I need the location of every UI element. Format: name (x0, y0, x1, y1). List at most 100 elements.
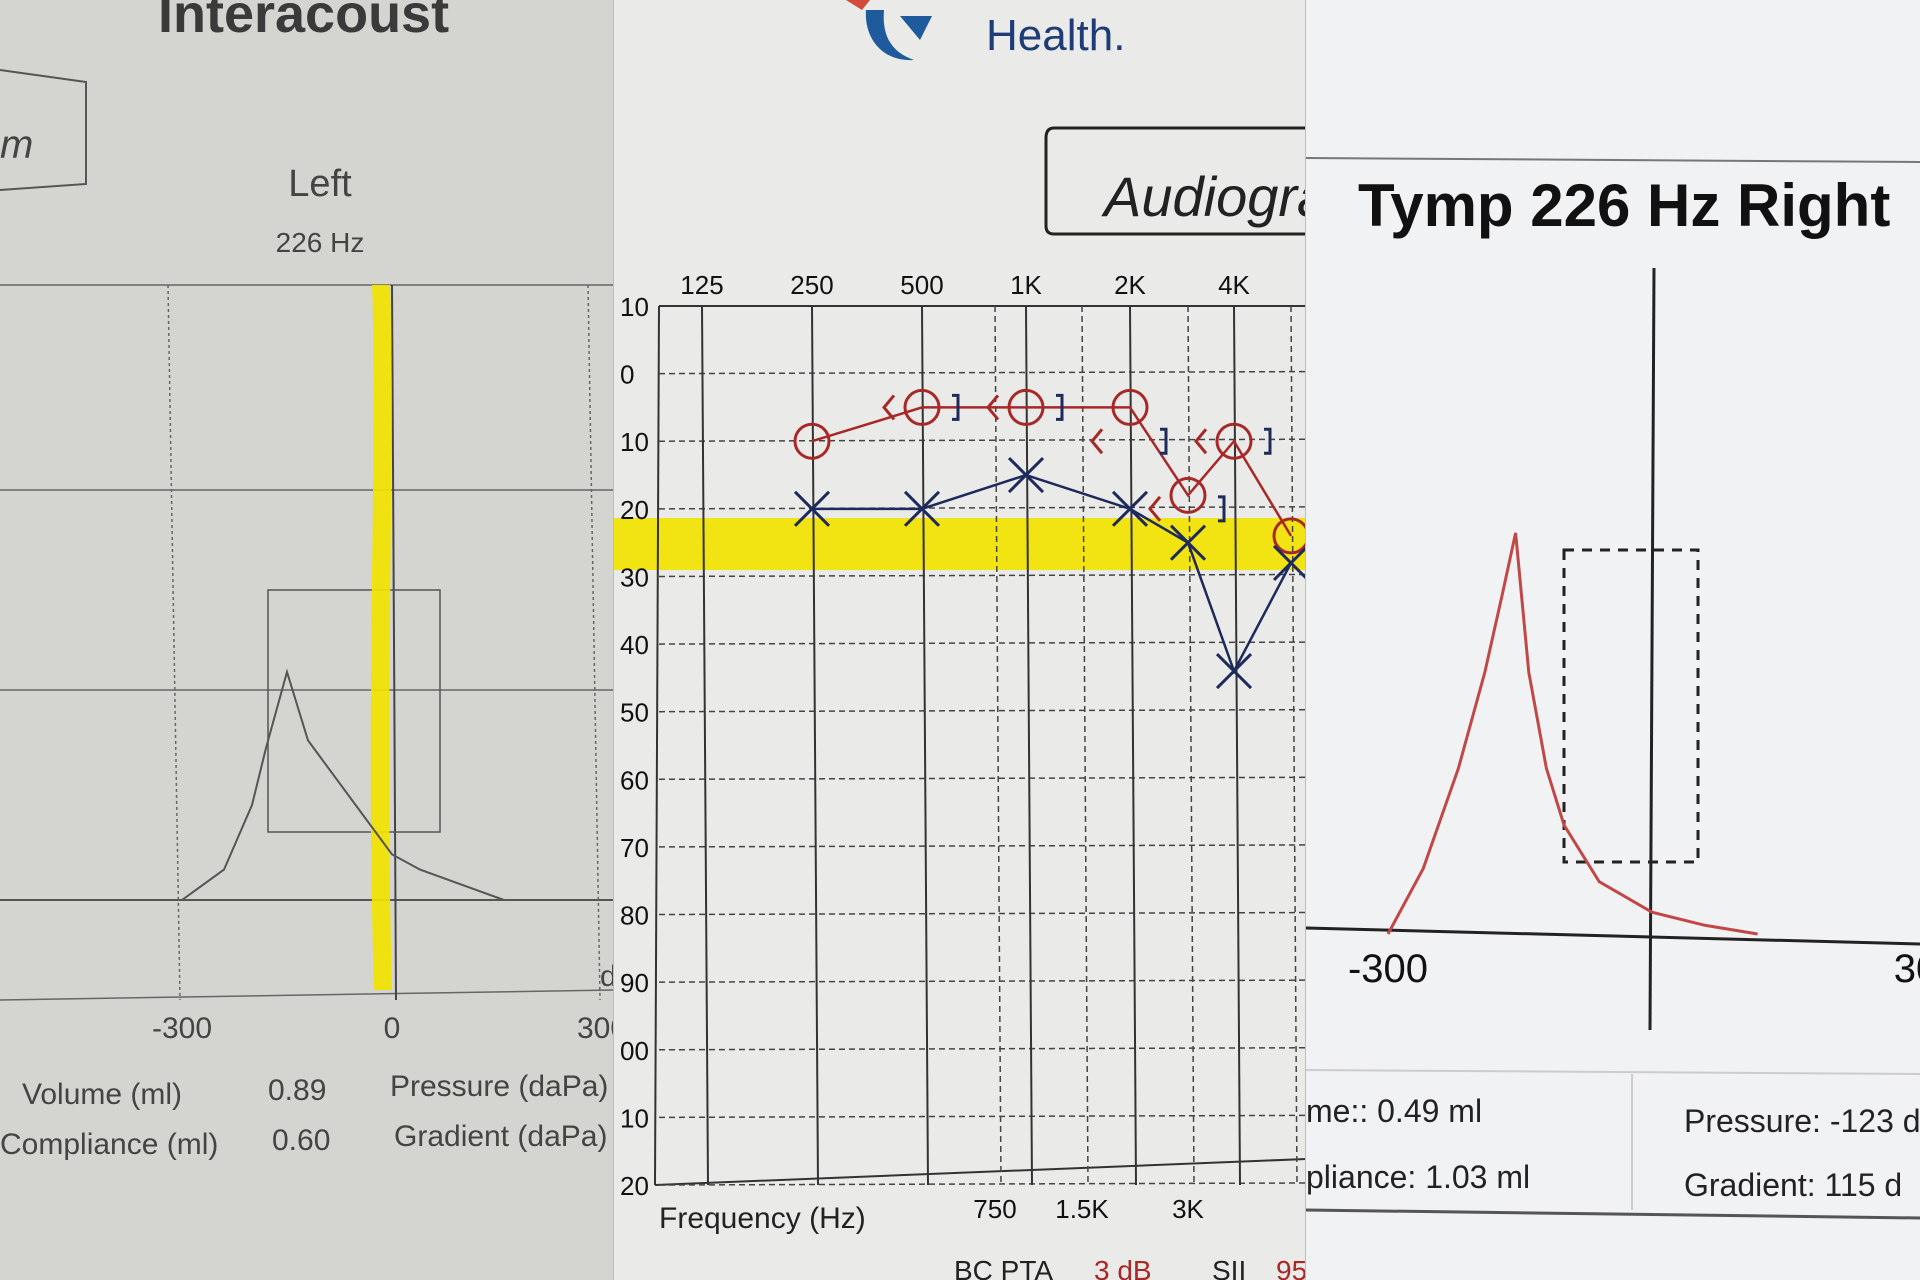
bone-conduction-markers (882, 393, 1272, 523)
x-marker (903, 490, 941, 527)
right-tympanogram-panel: Tymp 226 Hz Right -300 30 me:: 0.49 ml pl… (1306, 0, 1920, 1280)
circle-marker (903, 388, 941, 426)
db-label: 60 (620, 765, 649, 795)
volume-text: me:: 0.49 ml (1306, 1093, 1482, 1129)
volume-label: Volume (ml) (22, 1078, 182, 1111)
tympanogram-trace (181, 668, 505, 901)
db-label: 70 (620, 833, 649, 863)
x-tick-label: 0 (384, 1012, 401, 1045)
x-tick-label: 300 (577, 1012, 614, 1045)
circle-marker (793, 422, 831, 460)
x-marker (1215, 653, 1253, 690)
db-label: 40 (620, 630, 649, 660)
chart-title: Left (288, 163, 352, 205)
zero-pressure-axis (1648, 267, 1656, 1031)
left-tymp-svg: Interacoust m Left 226 Hz -300 0 300 d Vol… (0, 0, 614, 1161)
octave-gridline (701, 305, 709, 1186)
logo-text: Health. (986, 11, 1125, 60)
freq-label-top: 125 (680, 270, 723, 300)
chart-subtitle: 226 Hz (276, 227, 365, 258)
chevron-marker (882, 394, 896, 421)
bottom-rule (1306, 1208, 1920, 1220)
vertical-gridline (167, 284, 181, 1001)
x-marker (1007, 456, 1045, 494)
x-marker (1169, 524, 1207, 561)
axis-line (0, 989, 614, 1001)
freq-label-top: 2K (1114, 270, 1146, 300)
compliance-text: pliance: 1.03 ml (1306, 1159, 1530, 1195)
db-label: 00 (620, 1036, 649, 1066)
series-line-circles (811, 406, 1293, 537)
chevron-marker (986, 394, 1000, 421)
right-tymp-svg: Tymp 226 Hz Right -300 30 me:: 0.49 ml pl… (1306, 157, 1920, 1220)
normal-region-box (267, 589, 441, 833)
freq-label-top: 250 (790, 270, 833, 300)
db-label: 90 (620, 968, 649, 998)
db-gridline (658, 506, 1306, 510)
x-axis-title: Frequency (Hz) (659, 1202, 866, 1235)
compliance-value: 0.60 (272, 1124, 330, 1157)
footer-sii-value: 95 (1276, 1255, 1306, 1280)
interoctave-gridline (1081, 305, 1089, 1186)
octave-gridline (811, 305, 819, 1186)
yellow-highlight-mark (370, 285, 392, 990)
bracket-marker (1264, 427, 1272, 455)
chevron-marker (1194, 428, 1208, 455)
freq-label-top: 500 (900, 270, 943, 300)
freq-label-bottom: 750 (973, 1194, 1016, 1224)
db-label: 20 (620, 495, 649, 525)
footer-bc-pta-label: BC PTA (954, 1255, 1053, 1280)
db-label: 20 (620, 1171, 649, 1201)
circle-marker (1007, 388, 1045, 426)
octave-gridline (1129, 305, 1137, 1186)
left-tympanogram-panel: Interacoust m Left 226 Hz -300 0 300 d Vol… (0, 0, 614, 1280)
octave-gridline (921, 305, 929, 1186)
volume-value: 0.89 (268, 1074, 326, 1107)
db-gridline (658, 370, 1306, 375)
bottom-frequency-labels: 750 1.5K 3K (973, 1194, 1204, 1224)
db-gridline (658, 708, 1306, 713)
yellow-highlight-band (614, 518, 1306, 570)
header-rule (1306, 157, 1920, 163)
y-axis-labels: 10 0 10 20 30 40 50 60 70 80 90 00 10 20 (620, 292, 649, 1201)
db-gridline (658, 844, 1306, 848)
pressure-label: Pressure (daPa) (390, 1070, 608, 1103)
chevron-marker (1090, 428, 1104, 455)
gradient-text: Gradient: 115 d (1684, 1167, 1902, 1203)
footer-sii-label: SII (1212, 1255, 1246, 1280)
circle-marker (1169, 476, 1207, 514)
db-gridline (658, 438, 1306, 442)
table-rule (1306, 1069, 1920, 1075)
x-tick-labels: -300 30 (1348, 947, 1920, 991)
db-label: 10 (620, 427, 649, 457)
x-tick-label: -300 (1348, 947, 1428, 991)
db-gridline (658, 911, 1306, 916)
handwritten-box (0, 69, 87, 191)
baseline-axis (1306, 926, 1920, 946)
top-frequency-labels: 125 250 500 1K 2K 4K (680, 270, 1250, 300)
db-gridline (658, 573, 1306, 578)
health-logo-icon (846, 0, 932, 61)
db-gridline (658, 641, 1306, 645)
vertical-gridline (587, 284, 601, 1001)
circle-marker (1111, 388, 1149, 426)
grid (0, 284, 614, 1001)
circle-marker (1272, 517, 1306, 555)
chevron-marker (1148, 495, 1162, 522)
octave-gridline (1025, 305, 1033, 1186)
db-label: 10 (620, 1103, 649, 1133)
bracket-marker (1160, 427, 1168, 455)
x-marker (1111, 490, 1149, 527)
circle-marker (1215, 422, 1253, 460)
tympanogram-trace (1386, 532, 1758, 936)
grid-left (654, 305, 660, 1186)
db-label: 50 (620, 698, 649, 728)
octave-gridline (1233, 305, 1241, 1186)
normal-region-box (1562, 548, 1700, 864)
freq-label-top: 1K (1010, 270, 1042, 300)
brand-text: Interacoust (158, 0, 449, 44)
x-tick-labels: -300 0 300 (152, 1012, 614, 1045)
audiogram-svg: Health. Audiogra 125 250 500 1K 2K 4K 750 1.5K… (614, 0, 1306, 1280)
db-gridline (658, 979, 1306, 983)
freq-label-bottom: 3K (1172, 1194, 1204, 1224)
